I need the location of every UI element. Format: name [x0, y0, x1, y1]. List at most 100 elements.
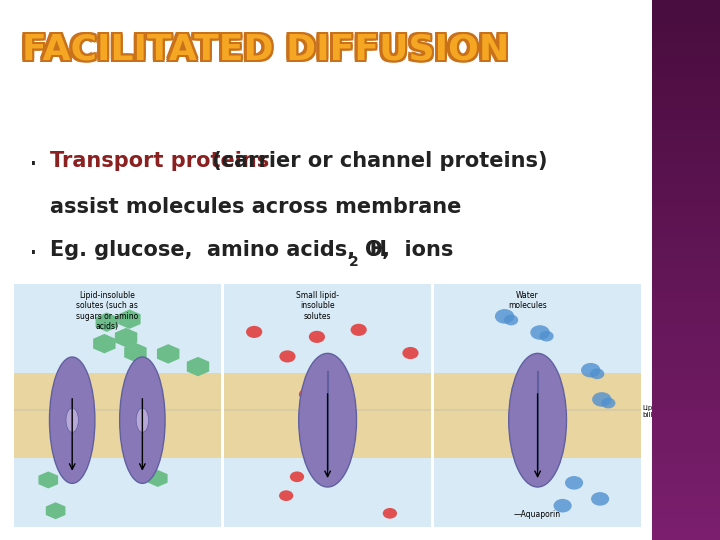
Text: Transport proteins: Transport proteins: [50, 151, 270, 171]
Circle shape: [309, 331, 325, 343]
Text: 2: 2: [349, 255, 359, 269]
Bar: [652, 86, 720, 97]
Bar: [652, 130, 720, 140]
Text: FACILITATED DIFFUSION: FACILITATED DIFFUSION: [22, 31, 509, 65]
Circle shape: [299, 388, 315, 401]
Bar: [652, 486, 720, 497]
Text: Eg. glucose,  amino acids,  H: Eg. glucose, amino acids, H: [50, 240, 387, 260]
Bar: [652, 238, 720, 248]
Bar: [225, 374, 431, 458]
Text: —Aquaporin: —Aquaporin: [514, 510, 561, 519]
Bar: [652, 518, 720, 529]
Bar: [14, 374, 221, 458]
Text: (carrier or channel proteins): (carrier or channel proteins): [205, 151, 548, 171]
Bar: [434, 284, 641, 526]
Circle shape: [539, 370, 554, 381]
Bar: [652, 497, 720, 508]
Circle shape: [590, 368, 604, 379]
Circle shape: [539, 331, 554, 341]
Bar: [652, 389, 720, 400]
Bar: [652, 216, 720, 227]
Ellipse shape: [509, 353, 567, 487]
Bar: [652, 270, 720, 281]
Bar: [652, 475, 720, 486]
Text: Lipid-insoluble
solutes (such as
sugars or amino
acids): Lipid-insoluble solutes (such as sugars …: [76, 291, 138, 331]
Circle shape: [591, 492, 609, 505]
Bar: [652, 259, 720, 270]
Bar: [652, 22, 720, 32]
Bar: [652, 529, 720, 540]
Bar: [652, 421, 720, 432]
Text: Small lipid-
insoluble
solutes: Small lipid- insoluble solutes: [296, 291, 339, 321]
Bar: [652, 443, 720, 454]
Text: FACILITATED DIFFUSION: FACILITATED DIFFUSION: [19, 31, 507, 65]
Bar: [652, 356, 720, 367]
Text: FACILITATED DIFFUSION: FACILITATED DIFFUSION: [22, 34, 509, 68]
Circle shape: [351, 324, 366, 336]
Circle shape: [504, 315, 518, 326]
Bar: [652, 346, 720, 356]
Bar: [652, 248, 720, 259]
Ellipse shape: [136, 408, 148, 433]
Bar: [652, 281, 720, 292]
Bar: [652, 184, 720, 194]
Circle shape: [290, 471, 304, 482]
Bar: [652, 400, 720, 410]
Bar: [652, 119, 720, 130]
Circle shape: [601, 398, 616, 408]
Bar: [652, 151, 720, 162]
Circle shape: [544, 379, 558, 390]
Circle shape: [279, 490, 293, 501]
Bar: [652, 313, 720, 324]
Bar: [652, 378, 720, 389]
Circle shape: [402, 347, 418, 359]
Circle shape: [246, 326, 262, 338]
Text: ·: ·: [29, 240, 37, 268]
Text: FACILITATED DIFFUSION: FACILITATED DIFFUSION: [23, 31, 510, 65]
Bar: [652, 324, 720, 335]
Text: FACILITATED DIFFUSION: FACILITATED DIFFUSION: [20, 33, 508, 68]
Bar: [652, 97, 720, 108]
Bar: [652, 227, 720, 238]
Text: O,  ions: O, ions: [365, 240, 454, 260]
Bar: [652, 292, 720, 302]
Bar: [652, 32, 720, 43]
Text: FACILITATED DIFFUSION: FACILITATED DIFFUSION: [23, 33, 510, 68]
Circle shape: [565, 476, 583, 490]
Bar: [225, 284, 431, 526]
Text: Water
molecules: Water molecules: [508, 291, 546, 310]
Bar: [652, 335, 720, 346]
Circle shape: [531, 325, 550, 340]
Bar: [652, 65, 720, 76]
Text: FACILITATED DIFFUSION: FACILITATED DIFFUSION: [19, 34, 507, 68]
Circle shape: [535, 374, 554, 388]
Text: FACILITATED DIFFUSION: FACILITATED DIFFUSION: [24, 31, 511, 65]
Circle shape: [535, 393, 554, 407]
Text: Lipid
billayer: Lipid billayer: [643, 405, 669, 418]
Bar: [652, 54, 720, 65]
Circle shape: [279, 350, 295, 362]
Bar: [652, 108, 720, 119]
Bar: [652, 464, 720, 475]
Bar: [652, 0, 720, 11]
Text: FACILITATED DIFFUSION: FACILITATED DIFFUSION: [24, 34, 511, 68]
Ellipse shape: [120, 357, 165, 483]
Circle shape: [554, 499, 572, 512]
Text: FACILITATED DIFFUSION: FACILITATED DIFFUSION: [20, 31, 508, 65]
Text: FACILITATED DIFFUSION: FACILITATED DIFFUSION: [22, 32, 509, 66]
Bar: [14, 284, 221, 526]
Circle shape: [592, 392, 611, 407]
Circle shape: [383, 508, 397, 518]
Bar: [652, 302, 720, 313]
Circle shape: [320, 388, 336, 400]
Bar: [652, 173, 720, 184]
Bar: [652, 432, 720, 443]
Ellipse shape: [66, 408, 78, 433]
Text: ·: ·: [29, 151, 37, 179]
Bar: [652, 43, 720, 54]
Circle shape: [581, 363, 600, 377]
Ellipse shape: [50, 357, 95, 483]
Bar: [652, 140, 720, 151]
Bar: [652, 162, 720, 173]
Bar: [434, 374, 641, 458]
